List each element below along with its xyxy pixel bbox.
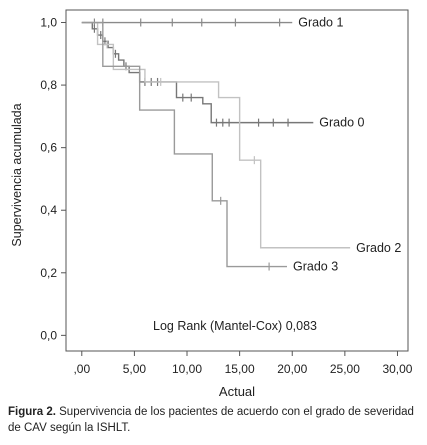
y-tick-label: 0,2 [40, 266, 57, 280]
x-axis-ticks: ,00 5,00 10,00 15,00 20,00 25,00 30,00 [73, 351, 413, 376]
y-tick-label: 0,6 [40, 141, 57, 155]
plot-frame [65, 9, 409, 352]
y-axis-label: Supervivencia acumulada [10, 103, 24, 246]
series-line [81, 21, 351, 249]
series-layer [81, 18, 351, 271]
series-label: Grado 3 [293, 260, 338, 274]
y-tick-label: 0,0 [40, 328, 57, 342]
caption-label: Figura 2. [8, 406, 56, 418]
y-tick-label: 1,0 [40, 16, 57, 30]
x-axis-label: Actual [219, 384, 255, 399]
x-tick-label: 15,00 [225, 362, 255, 376]
series-label: Grado 0 [319, 116, 364, 130]
x-tick-label: 10,00 [172, 362, 202, 376]
log-rank-annotation: Log Rank (Mantel-Cox) 0,083 [153, 319, 317, 333]
series-label: Grado 1 [298, 16, 343, 30]
x-tick-label: ,00 [73, 362, 90, 376]
y-tick-label: 0,8 [40, 78, 57, 92]
caption-text: Supervivencia de los pacientes de acuerd… [8, 406, 414, 434]
series-label-layer: Grado 1 Grado 0 Grado 2 Grado 3 [293, 16, 401, 274]
series-line [81, 21, 287, 268]
y-tick-label: 0,4 [40, 203, 57, 217]
y-axis-ticks: 0,0 0,2 0,4 0,6 0,8 1,0 [40, 16, 66, 342]
x-tick-label: 25,00 [330, 362, 360, 376]
x-tick-label: 5,00 [123, 362, 147, 376]
figure-caption: Figura 2. Supervivencia de los pacientes… [8, 404, 418, 436]
x-tick-label: 20,00 [277, 362, 307, 376]
survival-chart: ,00 5,00 10,00 15,00 20,00 25,00 30,00 0,00,20… [10, 9, 413, 399]
x-tick-label: 30,00 [382, 362, 412, 376]
series-label: Grado 2 [356, 241, 401, 255]
series-line [81, 21, 314, 124]
